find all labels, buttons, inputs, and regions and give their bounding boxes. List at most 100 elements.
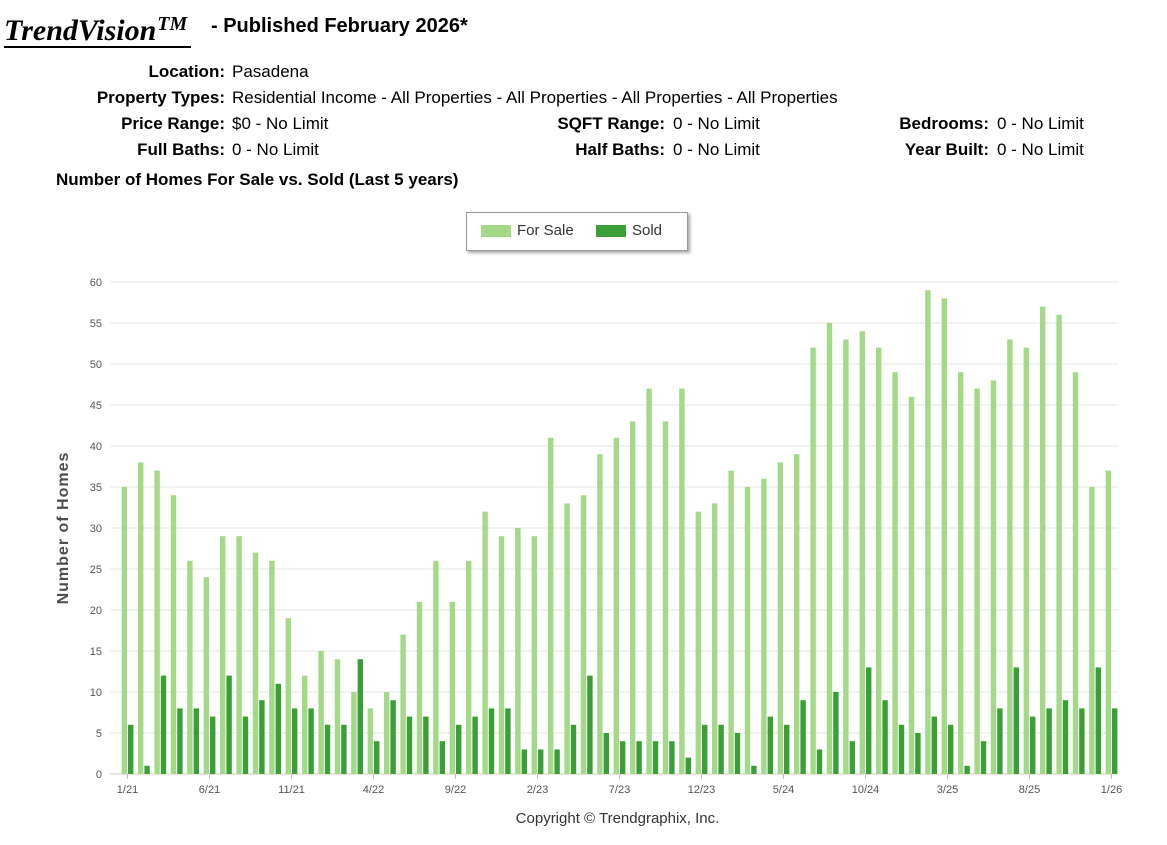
sold-bar[interactable] <box>488 708 495 774</box>
sold-bar[interactable] <box>374 741 380 774</box>
for-sale-bar[interactable] <box>990 380 997 774</box>
for-sale-bar[interactable] <box>1089 487 1095 774</box>
sold-bar[interactable] <box>570 724 577 774</box>
for-sale-bar[interactable] <box>203 577 209 774</box>
for-sale-bar[interactable] <box>138 462 144 774</box>
sold-bar[interactable] <box>193 708 199 774</box>
legend-item-sold[interactable]: Sold <box>596 222 662 239</box>
for-sale-bar[interactable] <box>826 323 833 774</box>
sold-bar[interactable] <box>898 724 905 774</box>
legend-item-for-sale[interactable]: For Sale <box>481 222 574 239</box>
for-sale-bar[interactable] <box>777 462 783 774</box>
for-sale-bar[interactable] <box>794 454 800 774</box>
sold-bar[interactable] <box>948 724 954 774</box>
sold-bar[interactable] <box>423 716 429 774</box>
for-sale-bar[interactable] <box>1023 347 1029 774</box>
sold-bar[interactable] <box>472 716 478 774</box>
for-sale-bar[interactable] <box>433 560 439 774</box>
sold-bar[interactable] <box>1079 708 1085 774</box>
for-sale-bar[interactable] <box>531 536 537 774</box>
for-sale-bar[interactable] <box>941 298 947 774</box>
for-sale-bar[interactable] <box>515 528 521 774</box>
sold-bar[interactable] <box>784 724 790 774</box>
sold-bar[interactable] <box>341 724 347 774</box>
sold-bar[interactable] <box>866 667 872 774</box>
sold-bar[interactable] <box>816 749 823 774</box>
for-sale-bar[interactable] <box>646 388 652 774</box>
for-sale-bar[interactable] <box>170 495 177 774</box>
for-sale-bar[interactable] <box>744 487 751 774</box>
for-sale-bar[interactable] <box>843 339 849 774</box>
sold-bar[interactable] <box>685 757 691 774</box>
for-sale-bar[interactable] <box>498 536 505 774</box>
for-sale-bar[interactable] <box>1007 339 1013 774</box>
for-sale-bar[interactable] <box>548 437 554 774</box>
for-sale-bar[interactable] <box>662 421 669 774</box>
sold-bar[interactable] <box>734 733 741 774</box>
sold-bar[interactable] <box>259 700 265 774</box>
for-sale-bar[interactable] <box>908 396 915 774</box>
sold-bar[interactable] <box>800 700 806 774</box>
sold-bar[interactable] <box>1013 667 1019 774</box>
for-sale-bar[interactable] <box>859 331 865 774</box>
for-sale-bar[interactable] <box>302 675 308 774</box>
sold-bar[interactable] <box>521 749 527 774</box>
sold-bar[interactable] <box>751 765 757 774</box>
sold-bar[interactable] <box>1046 708 1052 774</box>
sold-bar[interactable] <box>702 724 708 774</box>
sold-bar[interactable] <box>226 675 232 774</box>
for-sale-bar[interactable] <box>220 536 226 774</box>
for-sale-bar[interactable] <box>728 470 734 774</box>
for-sale-bar[interactable] <box>925 290 931 774</box>
sold-bar[interactable] <box>308 708 314 774</box>
sold-bar[interactable] <box>915 733 921 774</box>
for-sale-bar[interactable] <box>269 560 275 774</box>
for-sale-bar[interactable] <box>974 388 980 774</box>
sold-bar[interactable] <box>144 765 150 774</box>
for-sale-bar[interactable] <box>892 372 898 774</box>
sold-bar[interactable] <box>997 708 1003 774</box>
for-sale-bar[interactable] <box>679 388 685 774</box>
for-sale-bar[interactable] <box>1040 306 1046 774</box>
sold-bar[interactable] <box>128 724 134 774</box>
for-sale-bar[interactable] <box>810 347 816 774</box>
sold-bar[interactable] <box>964 765 970 774</box>
for-sale-bar[interactable] <box>564 503 570 774</box>
for-sale-bar[interactable] <box>384 692 390 774</box>
for-sale-bar[interactable] <box>236 536 242 774</box>
sold-bar[interactable] <box>160 675 167 774</box>
sold-bar[interactable] <box>390 700 396 774</box>
sold-bar[interactable] <box>931 716 937 774</box>
for-sale-bar[interactable] <box>449 601 455 774</box>
sold-bar[interactable] <box>1030 716 1036 774</box>
for-sale-bar[interactable] <box>761 478 767 774</box>
sold-bar[interactable] <box>324 724 331 774</box>
sold-bar[interactable] <box>357 659 363 774</box>
sold-bar[interactable] <box>456 724 462 774</box>
for-sale-bar[interactable] <box>580 495 587 774</box>
sold-bar[interactable] <box>292 708 298 774</box>
for-sale-bar[interactable] <box>334 659 341 774</box>
sold-bar[interactable] <box>669 741 675 774</box>
sold-bar[interactable] <box>980 741 987 774</box>
sold-bar[interactable] <box>603 733 609 774</box>
for-sale-bar[interactable] <box>712 503 718 774</box>
for-sale-bar[interactable] <box>613 437 619 774</box>
for-sale-bar[interactable] <box>876 347 882 774</box>
sold-bar[interactable] <box>538 749 544 774</box>
sold-bar[interactable] <box>1095 667 1101 774</box>
for-sale-bar[interactable] <box>252 552 259 774</box>
for-sale-bar[interactable] <box>318 651 324 774</box>
sold-bar[interactable] <box>849 741 855 774</box>
for-sale-bar[interactable] <box>958 372 964 774</box>
for-sale-bar[interactable] <box>630 421 636 774</box>
for-sale-bar[interactable] <box>285 618 291 774</box>
for-sale-bar[interactable] <box>695 511 701 774</box>
sold-bar[interactable] <box>177 708 183 774</box>
for-sale-bar[interactable] <box>482 511 488 774</box>
sold-bar[interactable] <box>505 708 511 774</box>
for-sale-bar[interactable] <box>466 560 472 774</box>
for-sale-bar[interactable] <box>400 634 406 774</box>
for-sale-bar[interactable] <box>367 708 373 774</box>
sold-bar[interactable] <box>718 724 724 774</box>
